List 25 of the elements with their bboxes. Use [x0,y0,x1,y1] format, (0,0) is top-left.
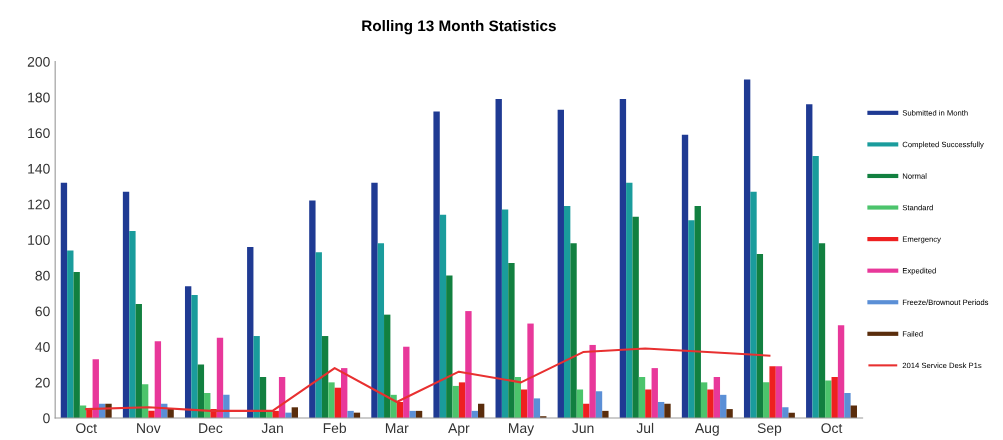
y-tick-label: 160 [28,128,50,139]
x-tick-label: May [509,423,535,436]
x-tick-label: Jul [636,422,654,434]
y-tick-label: 20 [35,377,50,388]
x-tick-label: Jun [572,423,594,434]
y-tick-label: 0 [43,413,50,424]
x-tick-label: Sep [757,423,782,436]
y-tick-label: 120 [28,199,50,210]
y-tick-label: 80 [35,270,50,281]
x-tick-label: Apr [448,423,470,436]
x-tick-label: Aug [694,423,719,436]
x-tick-label: Jan [261,423,283,434]
y-tick-label: 40 [35,342,50,352]
y-tick-label: 60 [35,306,50,317]
x-tick-label: Mar [385,423,409,434]
x-tick-label: Oct [76,423,97,434]
x-tick-label: Dec [199,423,223,434]
y-tick-label: 180 [28,92,50,103]
x-tick-label: Feb [323,422,347,434]
chart-title: Rolling 13 Month Statistics [362,19,556,35]
x-tick-label: Nov [137,423,161,434]
y-tick-label: 200 [27,56,50,67]
x-tick-label: Oct [821,423,843,434]
y-tick-label: 140 [28,163,50,174]
y-tick-label: 100 [28,235,50,245]
